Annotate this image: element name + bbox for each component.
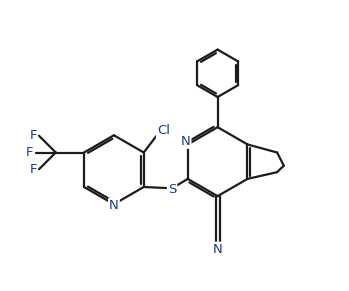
Text: N: N: [109, 199, 119, 212]
Text: F: F: [26, 146, 34, 159]
Text: F: F: [29, 129, 37, 142]
Text: N: N: [213, 243, 222, 256]
Text: F: F: [29, 163, 37, 176]
Text: Cl: Cl: [157, 125, 170, 137]
Text: N: N: [181, 135, 191, 148]
Text: S: S: [168, 183, 176, 196]
